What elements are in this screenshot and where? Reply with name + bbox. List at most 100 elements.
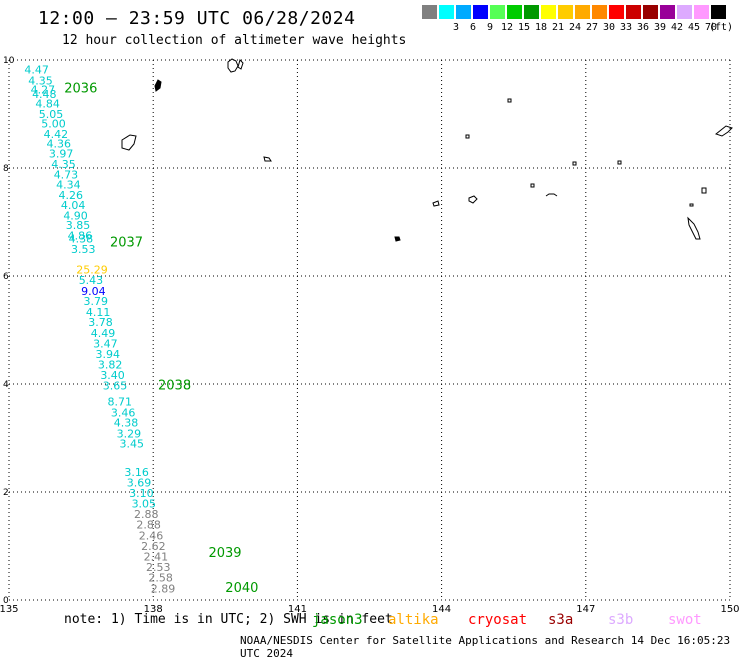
wave-height-value: 3.05 (132, 498, 157, 511)
lon-tick-label: 150 (720, 604, 739, 615)
wave-height-value: 3.53 (71, 243, 96, 256)
island-outline (689, 203, 694, 207)
wave-height-value: 4.36 (46, 137, 71, 150)
legend-swatch (660, 5, 675, 19)
lat-tick-label: 10 (3, 56, 15, 66)
island-outline (394, 236, 401, 242)
satellite-label: s3a (548, 612, 574, 628)
legend-label: 33 (619, 22, 633, 33)
wave-height-value: 3.78 (88, 316, 113, 329)
island-outline (465, 134, 470, 139)
wave-height-value: 4.38 (114, 417, 139, 430)
wave-height-value: 2.62 (141, 540, 166, 553)
wave-height-value: 3.82 (98, 358, 123, 371)
wave-height-value: 2.46 (139, 530, 164, 543)
footer-credit: NOAA/NESDIS Center for Satellite Applica… (240, 634, 731, 660)
page-title: 12:00 – 23:59 UTC 06/28/2024 (38, 8, 356, 29)
satellite-label: altika (388, 612, 439, 628)
satellite-label: s3b (608, 612, 634, 628)
satellite-label: swot (668, 612, 702, 628)
wave-height-track: 4.474.354.274.484.845.055.004.424.363.97… (24, 64, 175, 596)
wave-height-value: 2.58 (148, 572, 173, 585)
time-marks: 2036 2037 2038 2039 2040 (64, 81, 258, 596)
legend-swatch (643, 5, 658, 19)
wave-height-value: 3.85 (66, 219, 91, 232)
island-outline (530, 183, 535, 188)
legend-label: 15 (517, 22, 531, 33)
wave-height-value: 3.46 (111, 406, 136, 419)
legend-label: 70 (704, 22, 718, 33)
legend-swatch (609, 5, 624, 19)
wave-height-value: 4.35 (51, 158, 76, 171)
time-mark-label: 2036 (64, 81, 97, 96)
lon-tick-label: 138 (144, 604, 163, 615)
legend-label: 30 (602, 22, 616, 33)
legend-label: 24 (568, 22, 582, 33)
island-outline (154, 79, 162, 92)
wave-height-value: 5.05 (39, 108, 64, 121)
island-outline (545, 193, 558, 197)
lat-tick-label: 2 (3, 488, 9, 498)
wave-height-value: 3.29 (117, 427, 142, 440)
footer-note: note: 1) Time is in UTC; 2) SWH is in fe… (64, 612, 393, 627)
legend-label: 3 (452, 22, 460, 33)
lon-tick-label: 141 (288, 604, 307, 615)
wave-height-value: 2.41 (144, 551, 169, 564)
legend-unit: (ft) (709, 22, 734, 33)
wave-height-value: 3.45 (120, 438, 145, 451)
wave-height-value: 3.16 (124, 466, 149, 479)
legend-label: 6 (469, 22, 477, 33)
legend-swatch (711, 5, 726, 19)
time-mark-label: 2040 (225, 581, 258, 596)
wave-height-value: 4.34 (56, 179, 81, 192)
island-outline (263, 156, 272, 162)
wave-height-value: 4.42 (44, 128, 69, 141)
legend-swatch (694, 5, 709, 19)
legend-label: 9 (486, 22, 494, 33)
legend-label: 21 (551, 22, 565, 33)
satellite-label: cryosat (468, 612, 528, 628)
wave-height-value: 4.27 (31, 83, 55, 96)
wave-height-value: 4.11 (86, 306, 111, 319)
wave-height-value: 3.10 (129, 487, 154, 500)
legend-label: 39 (653, 22, 667, 33)
wave-height-value: 8.71 (108, 396, 133, 409)
wave-height-value: 9.04 (81, 285, 106, 298)
satellite-label: jason3 (312, 612, 363, 628)
legend-label: 36 (636, 22, 650, 33)
legend-swatch (507, 5, 522, 19)
legend-swatch (626, 5, 641, 19)
island-outline (572, 161, 577, 166)
island-outline (714, 125, 733, 137)
wave-height-value: 4.90 (63, 209, 88, 222)
island-outline (468, 195, 478, 204)
legend-swatch (490, 5, 505, 19)
lat-tick-label: 0 (3, 596, 9, 606)
legend-swatch (456, 5, 471, 19)
wave-height-value: 4.49 (91, 327, 116, 340)
wave-height-value: 3.40 (100, 369, 125, 382)
time-mark-label: 2039 (208, 546, 241, 561)
island-outline (121, 134, 137, 151)
wave-height-value: 4.48 (32, 88, 57, 101)
legend-label: 42 (670, 22, 684, 33)
wave-height-value: 2.89 (151, 582, 176, 595)
legend-swatch (541, 5, 556, 19)
map-grid (8, 59, 731, 601)
legend-swatch (677, 5, 692, 19)
lat-tick-label: 8 (3, 164, 9, 174)
lon-tick-label: 144 (432, 604, 451, 615)
legend-swatch (473, 5, 488, 19)
lat-tick-label: 4 (3, 380, 9, 390)
time-mark-label: 2038 (158, 378, 191, 393)
axis-labels: 135 138 141 144 147 150 0 2 4 6 8 10 (0, 56, 740, 615)
wave-height-value: 5.00 (41, 118, 66, 131)
time-mark-label: 2037 (110, 235, 143, 250)
wave-height-value: 5.43 (79, 274, 104, 287)
lon-tick-label: 135 (0, 604, 19, 615)
legend-swatch (524, 5, 539, 19)
wave-height-value: 4.04 (61, 199, 86, 212)
wave-height-value: 2.88 (134, 508, 159, 521)
